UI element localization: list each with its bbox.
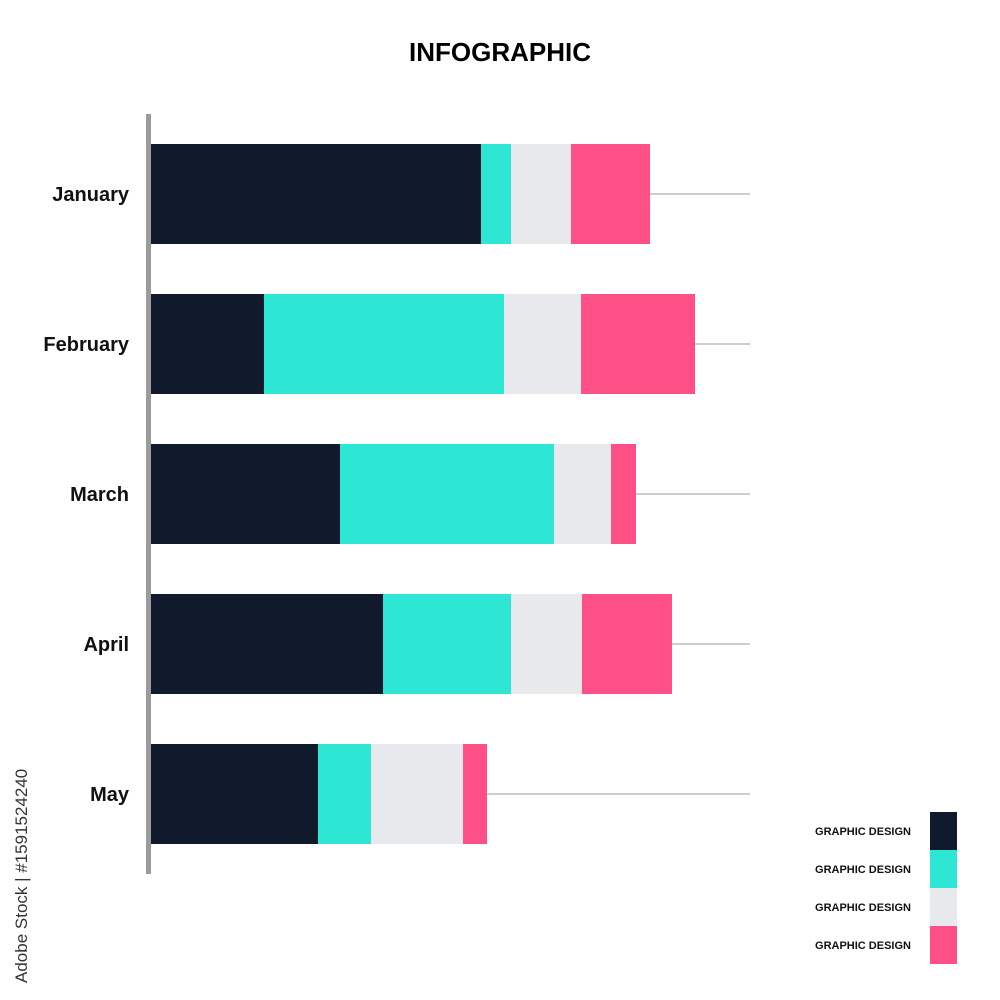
y-axis-line bbox=[146, 114, 151, 874]
bar-segment-january-4 bbox=[571, 144, 650, 244]
bar-segment-may-1 bbox=[151, 744, 318, 844]
bar-segment-march-3 bbox=[554, 444, 611, 544]
bar-segment-march-2 bbox=[340, 444, 554, 544]
category-label-may: May bbox=[90, 784, 130, 806]
watermark-text: Adobe Stock | #1591524240 bbox=[12, 769, 31, 983]
legend-swatch-3 bbox=[930, 888, 957, 926]
bar-segment-february-1 bbox=[151, 294, 264, 394]
bar-segment-april-1 bbox=[151, 594, 383, 694]
legend-label-1: GRAPHIC DESIGN bbox=[815, 826, 911, 838]
category-label-april: April bbox=[83, 634, 129, 656]
category-labels: January February March April May bbox=[43, 184, 129, 806]
category-label-january: January bbox=[52, 184, 130, 206]
category-label-february: February bbox=[43, 334, 129, 356]
bars bbox=[151, 144, 695, 844]
legend-swatch-1 bbox=[930, 812, 957, 850]
legend-label-2: GRAPHIC DESIGN bbox=[815, 864, 911, 876]
bar-segment-march-1 bbox=[151, 444, 340, 544]
bar-segment-may-3 bbox=[371, 744, 463, 844]
bar-segment-january-3 bbox=[511, 144, 571, 244]
legend-label-4: GRAPHIC DESIGN bbox=[815, 940, 911, 952]
legend-swatch-2 bbox=[930, 850, 957, 888]
bar-segment-march-4 bbox=[611, 444, 636, 544]
category-label-march: March bbox=[70, 484, 129, 506]
bar-segment-april-3 bbox=[511, 594, 582, 694]
leader-lines bbox=[487, 193, 750, 795]
bar-segment-february-4 bbox=[581, 294, 695, 394]
legend-label-3: GRAPHIC DESIGN bbox=[815, 902, 911, 914]
bar-segment-april-4 bbox=[582, 594, 672, 694]
bar-segment-january-1 bbox=[151, 144, 481, 244]
bar-segment-february-2 bbox=[264, 294, 504, 394]
bar-segment-april-2 bbox=[383, 594, 511, 694]
bar-segment-may-4 bbox=[463, 744, 487, 844]
bar-segment-february-3 bbox=[504, 294, 581, 394]
chart-title: INFOGRAPHIC bbox=[409, 37, 591, 67]
legend: GRAPHIC DESIGN GRAPHIC DESIGN GRAPHIC DESI… bbox=[815, 812, 957, 964]
bar-segment-may-2 bbox=[318, 744, 371, 844]
legend-swatch-4 bbox=[930, 926, 957, 964]
bar-segment-january-2 bbox=[481, 144, 511, 244]
